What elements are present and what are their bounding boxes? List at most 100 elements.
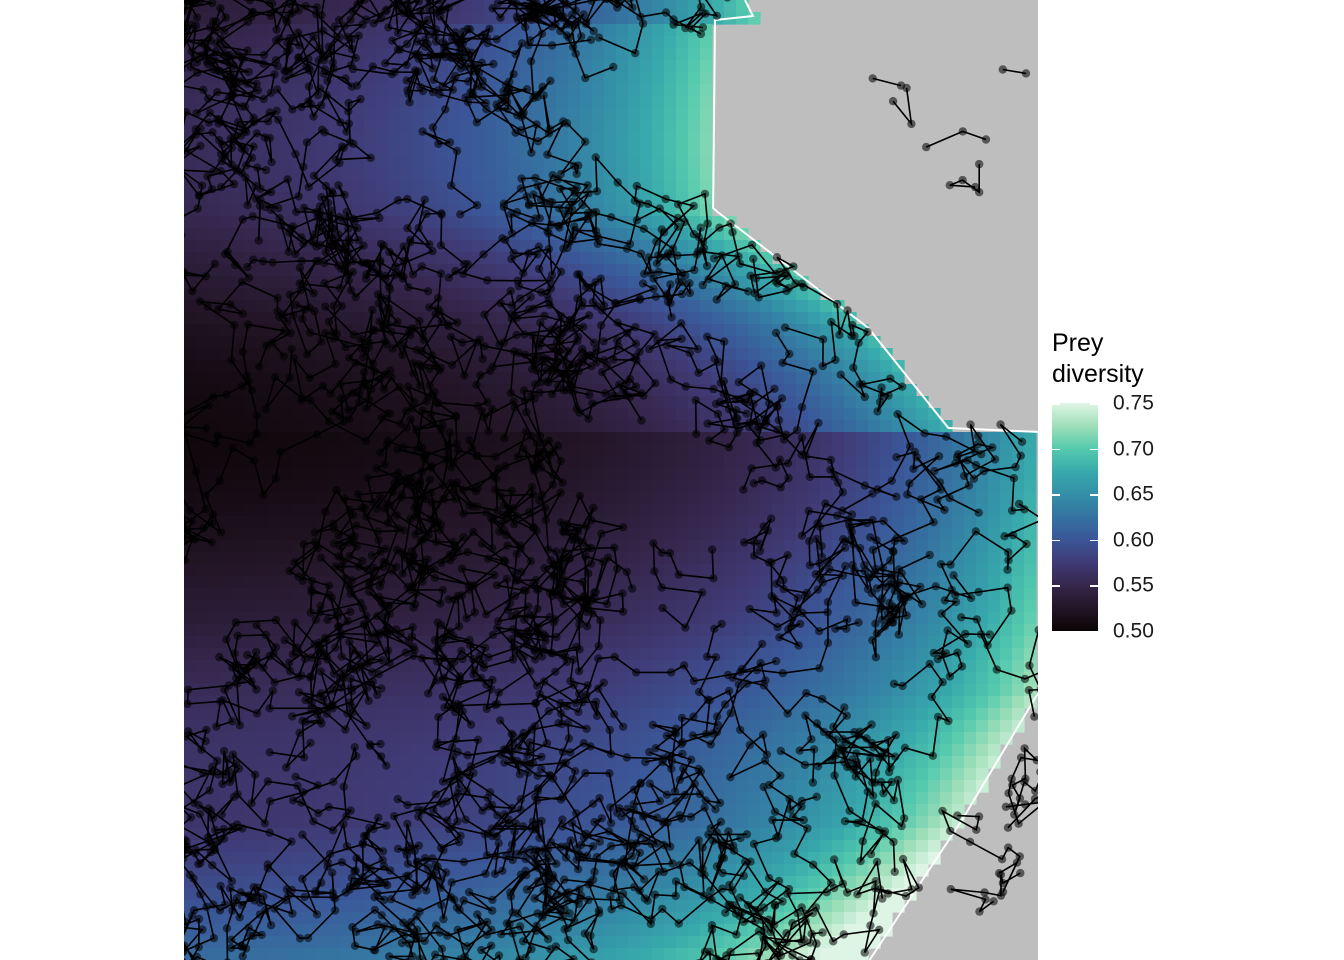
diversity-cell [208, 948, 221, 960]
diversity-cell [232, 516, 245, 529]
diversity-cell [736, 780, 749, 793]
diversity-cell [604, 324, 617, 337]
diversity-cell [700, 168, 713, 181]
diversity-cell [376, 828, 389, 841]
diversity-cell [904, 696, 917, 709]
diversity-cell [328, 456, 341, 469]
diversity-cell [748, 360, 761, 373]
diversity-cell [364, 132, 377, 145]
diversity-cell [892, 696, 905, 709]
diversity-cell [304, 768, 317, 781]
diversity-cell [700, 72, 713, 85]
diversity-cell [856, 348, 869, 361]
diversity-cell [196, 372, 209, 385]
diversity-cell [424, 156, 437, 169]
diversity-cell [724, 516, 737, 529]
diversity-cell [856, 504, 869, 517]
diversity-cell [580, 96, 593, 109]
diversity-cell [796, 480, 809, 493]
diversity-cell [724, 660, 737, 673]
diversity-cell [796, 288, 809, 301]
diversity-cell [232, 240, 245, 253]
diversity-cell [232, 528, 245, 541]
diversity-cell [364, 804, 377, 817]
diversity-cell [604, 228, 617, 241]
diversity-cell [652, 24, 665, 37]
diversity-cell [184, 156, 197, 169]
diversity-cell [880, 432, 893, 445]
diversity-cell [640, 588, 653, 601]
diversity-cell [844, 840, 857, 853]
diversity-cell [364, 708, 377, 721]
diversity-cell [496, 156, 509, 169]
diversity-cell [724, 624, 737, 637]
diversity-cell [808, 348, 821, 361]
diversity-cell [592, 408, 605, 421]
diversity-cell [760, 372, 773, 385]
diversity-cell [808, 612, 821, 625]
diversity-cell [1012, 552, 1025, 565]
diversity-cell [604, 48, 617, 61]
diversity-cell [400, 180, 413, 193]
diversity-cell [604, 444, 617, 457]
diversity-cell [952, 732, 965, 745]
diversity-cell [388, 396, 401, 409]
diversity-cell [400, 204, 413, 217]
diversity-cell [676, 48, 689, 61]
diversity-cell [268, 720, 281, 733]
diversity-cell [580, 912, 593, 925]
diversity-cell [868, 504, 881, 517]
diversity-cell [376, 144, 389, 157]
diversity-cell [952, 744, 965, 757]
diversity-cell [628, 552, 641, 565]
diversity-cell [676, 132, 689, 145]
diversity-cell [700, 552, 713, 565]
diversity-cell [556, 144, 569, 157]
diversity-cell [916, 756, 929, 769]
diversity-cell [544, 396, 557, 409]
diversity-cell [808, 408, 821, 421]
diversity-cell [628, 540, 641, 553]
track-point [189, 906, 199, 915]
diversity-cell [784, 828, 797, 841]
diversity-cell [784, 384, 797, 397]
diversity-cell [724, 504, 737, 517]
diversity-cell [508, 36, 521, 49]
track-point [206, 806, 216, 815]
diversity-cell [688, 84, 701, 97]
diversity-cell [736, 564, 749, 577]
diversity-cell [292, 120, 305, 133]
diversity-cell [220, 408, 233, 421]
track-point [175, 865, 183, 873]
diversity-cell [688, 132, 701, 145]
diversity-cell [388, 132, 401, 145]
diversity-cell [388, 144, 401, 157]
diversity-cell [208, 204, 221, 217]
diversity-cell [844, 636, 857, 649]
diversity-cell [616, 552, 629, 565]
diversity-cell [592, 96, 605, 109]
diversity-cell [460, 600, 473, 613]
track-point [217, 810, 226, 819]
diversity-cell [532, 108, 545, 121]
diversity-cell [328, 468, 341, 481]
diversity-cell [832, 444, 845, 457]
diversity-cell [808, 648, 821, 661]
diversity-cell [688, 744, 701, 757]
diversity-cell [856, 804, 869, 817]
diversity-cell [820, 384, 833, 397]
diversity-cell [676, 432, 689, 445]
diversity-cell [244, 600, 257, 613]
diversity-cell [352, 168, 365, 181]
diversity-cell [196, 312, 209, 325]
diversity-cell [556, 288, 569, 301]
diversity-cell [748, 12, 761, 25]
diversity-cell [520, 468, 533, 481]
diversity-cell [616, 924, 629, 937]
diversity-cell [184, 660, 197, 673]
diversity-cell [280, 276, 293, 289]
diversity-cell [724, 540, 737, 553]
track-point [175, 887, 183, 895]
diversity-cell [244, 504, 257, 517]
